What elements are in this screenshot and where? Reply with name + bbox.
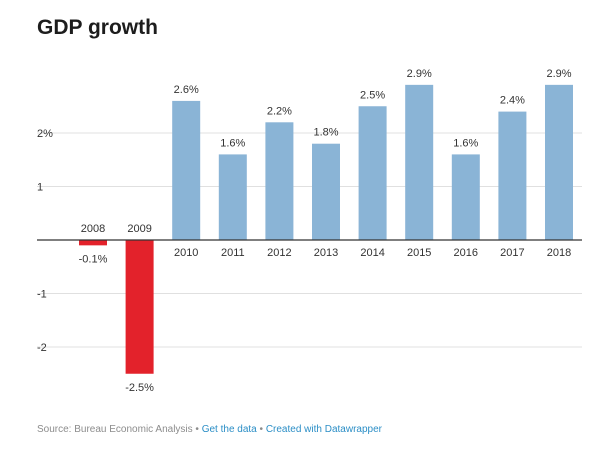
- datawrapper-link[interactable]: Created with Datawrapper: [265, 424, 382, 435]
- bar-2011: [218, 154, 247, 240]
- data-label: 2.6%: [174, 84, 199, 96]
- bar-2010: [172, 100, 201, 241]
- x-tick-label: 2017: [500, 247, 524, 259]
- y-tick-label: -1: [37, 289, 47, 301]
- data-label: 1.6%: [220, 137, 245, 149]
- x-tick-label: 2011: [221, 247, 245, 259]
- data-label: -0.1%: [79, 253, 108, 265]
- bar-2014: [358, 106, 387, 240]
- x-tick-label: 2010: [174, 247, 198, 259]
- y-tick-label: -2: [37, 342, 47, 354]
- x-tick-label: 2013: [314, 247, 338, 259]
- y-tick-label: 2%: [37, 128, 53, 140]
- x-tick-label: 2014: [360, 247, 384, 259]
- data-label: -2.5%: [125, 382, 154, 394]
- x-tick-label: 2009: [127, 223, 151, 235]
- x-tick-label: 2015: [407, 247, 431, 259]
- data-label: 2.5%: [360, 89, 385, 101]
- bar-2018: [545, 84, 573, 240]
- footer-separator: •: [192, 424, 202, 435]
- bar-2016: [451, 154, 480, 240]
- chart-footer: Source: Bureau Economic Analysis • Get t…: [37, 424, 382, 435]
- data-label: 2.9%: [546, 68, 571, 80]
- data-label: 2.9%: [407, 68, 432, 80]
- y-tick-label: 1: [37, 182, 43, 194]
- footer-separator: •: [256, 424, 266, 435]
- bar-2015: [405, 84, 434, 240]
- chart-title: GDP growth: [37, 16, 158, 39]
- bar-2013: [312, 143, 340, 240]
- data-label: 1.8%: [313, 127, 338, 139]
- x-tick-label: 2018: [547, 247, 571, 259]
- bar-2012: [265, 122, 294, 240]
- get-data-link[interactable]: Get the data: [201, 424, 257, 435]
- bar-2009: [125, 240, 154, 374]
- source-text: Source: Bureau Economic Analysis: [37, 424, 193, 435]
- x-tick-label: 2012: [267, 247, 291, 259]
- data-label: 1.6%: [453, 137, 478, 149]
- bar-2017: [498, 111, 527, 240]
- x-tick-label: 2008: [81, 223, 105, 235]
- data-label: 2.4%: [500, 95, 525, 107]
- data-label: 2.2%: [267, 105, 292, 117]
- bar-2008: [79, 240, 107, 246]
- x-tick-label: 2016: [454, 247, 478, 259]
